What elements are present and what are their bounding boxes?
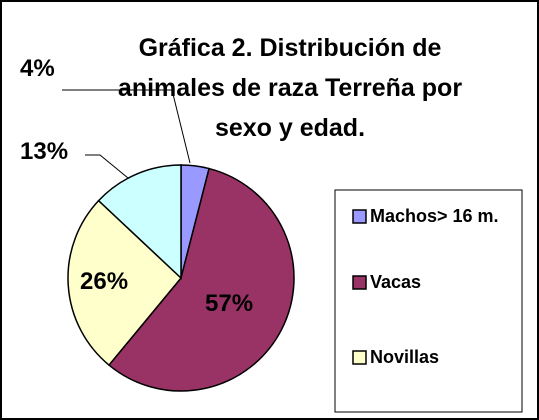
legend-swatch [352,350,367,365]
chart-title: Gráfica 2. Distribución de animales de r… [117,34,463,142]
legend-label: Novillas [370,347,440,367]
data-label: 4% [20,55,55,82]
leader-line [62,89,191,164]
legend-swatch [352,275,367,290]
pie-slice [97,164,182,280]
legend-label: Machos> 16 m. [370,206,499,226]
leader-line [85,154,129,179]
legend-swatch [352,209,367,224]
data-label: 57% [205,290,254,317]
pie-slice [67,199,183,367]
legend-box [334,189,523,413]
legend-label: Vacas [370,272,422,292]
data-label: 26% [80,268,129,295]
data-label: 13% [20,138,69,165]
pie-slice [107,167,295,392]
